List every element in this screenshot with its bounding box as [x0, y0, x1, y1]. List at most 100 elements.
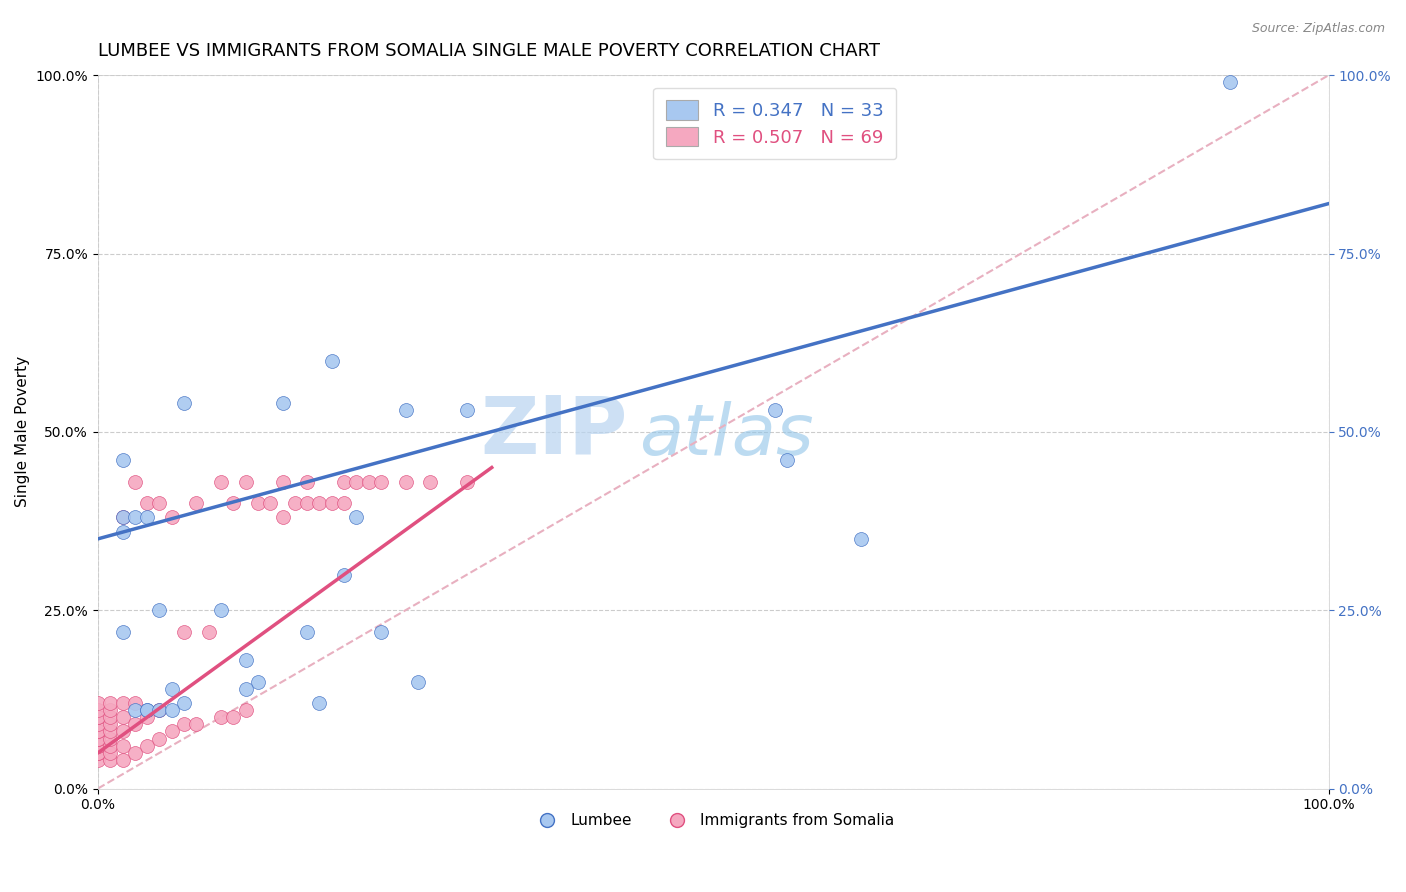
Point	[124, 510, 146, 524]
Point	[370, 624, 392, 639]
Point	[111, 624, 134, 639]
Point	[124, 475, 146, 489]
Point	[197, 624, 219, 639]
Point	[235, 653, 257, 667]
Point	[87, 696, 110, 710]
Point	[87, 739, 110, 753]
Point	[136, 703, 159, 717]
Point	[111, 453, 134, 467]
Point	[124, 696, 146, 710]
Point	[87, 710, 110, 724]
Point	[87, 746, 110, 760]
Point	[308, 496, 330, 510]
Point	[124, 746, 146, 760]
Point	[98, 731, 121, 746]
Point	[136, 710, 159, 724]
Text: atlas: atlas	[640, 401, 814, 470]
Point	[98, 696, 121, 710]
Point	[333, 496, 356, 510]
Point	[160, 681, 183, 696]
Point	[98, 753, 121, 767]
Point	[406, 674, 429, 689]
Point	[295, 496, 318, 510]
Point	[394, 475, 416, 489]
Point	[173, 396, 195, 410]
Point	[98, 746, 121, 760]
Point	[222, 496, 245, 510]
Point	[394, 403, 416, 417]
Point	[87, 731, 110, 746]
Point	[209, 603, 232, 617]
Point	[370, 475, 392, 489]
Point	[87, 753, 110, 767]
Point	[87, 703, 110, 717]
Point	[87, 724, 110, 739]
Point	[111, 753, 134, 767]
Point	[271, 475, 294, 489]
Point	[222, 710, 245, 724]
Point	[148, 703, 170, 717]
Point	[98, 717, 121, 731]
Point	[456, 403, 478, 417]
Point	[111, 739, 134, 753]
Point	[98, 703, 121, 717]
Point	[98, 739, 121, 753]
Point	[344, 475, 367, 489]
Point	[321, 496, 343, 510]
Point	[776, 453, 799, 467]
Point	[284, 496, 307, 510]
Point	[87, 717, 110, 731]
Point	[344, 510, 367, 524]
Point	[124, 703, 146, 717]
Point	[111, 696, 134, 710]
Point	[87, 746, 110, 760]
Point	[419, 475, 441, 489]
Point	[235, 681, 257, 696]
Point	[186, 496, 208, 510]
Point	[308, 696, 330, 710]
Point	[246, 674, 269, 689]
Point	[98, 724, 121, 739]
Point	[111, 510, 134, 524]
Point	[98, 710, 121, 724]
Point	[148, 496, 170, 510]
Point	[849, 532, 872, 546]
Point	[1219, 75, 1241, 89]
Point	[456, 475, 478, 489]
Point	[271, 510, 294, 524]
Point	[209, 710, 232, 724]
Y-axis label: Single Male Poverty: Single Male Poverty	[15, 356, 30, 508]
Legend: Lumbee, Immigrants from Somalia: Lumbee, Immigrants from Somalia	[526, 807, 901, 834]
Point	[111, 710, 134, 724]
Point	[173, 717, 195, 731]
Point	[111, 724, 134, 739]
Point	[173, 624, 195, 639]
Point	[333, 567, 356, 582]
Point	[136, 739, 159, 753]
Point	[295, 624, 318, 639]
Point	[87, 710, 110, 724]
Point	[357, 475, 380, 489]
Point	[87, 739, 110, 753]
Point	[136, 510, 159, 524]
Text: LUMBEE VS IMMIGRANTS FROM SOMALIA SINGLE MALE POVERTY CORRELATION CHART: LUMBEE VS IMMIGRANTS FROM SOMALIA SINGLE…	[98, 42, 880, 60]
Point	[173, 696, 195, 710]
Point	[87, 724, 110, 739]
Point	[160, 724, 183, 739]
Point	[186, 717, 208, 731]
Point	[148, 731, 170, 746]
Text: ZIP: ZIP	[479, 392, 627, 471]
Point	[333, 475, 356, 489]
Point	[148, 703, 170, 717]
Point	[235, 475, 257, 489]
Point	[111, 510, 134, 524]
Point	[160, 703, 183, 717]
Point	[295, 475, 318, 489]
Point	[160, 510, 183, 524]
Point	[321, 353, 343, 368]
Point	[209, 475, 232, 489]
Point	[124, 717, 146, 731]
Point	[235, 703, 257, 717]
Text: Source: ZipAtlas.com: Source: ZipAtlas.com	[1251, 22, 1385, 36]
Point	[763, 403, 786, 417]
